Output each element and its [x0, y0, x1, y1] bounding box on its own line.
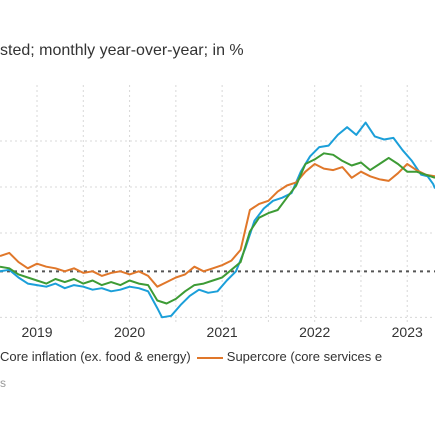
- x-tick-label: 2021: [207, 324, 238, 340]
- legend: Core inflation (ex. food & energy) Superc…: [0, 349, 382, 364]
- legend-item-core: Core inflation (ex. food & energy): [0, 349, 191, 364]
- x-tick-label: 2023: [392, 324, 423, 340]
- series-line-blue: [0, 121, 435, 319]
- source-note: s: [0, 376, 6, 390]
- legend-swatch-supercore: [196, 356, 223, 359]
- legend-item-supercore: Supercore (core services e: [226, 349, 383, 364]
- series-line-orange: [0, 163, 435, 288]
- x-tick-label: 2020: [114, 324, 145, 340]
- series-lines: [0, 121, 435, 319]
- chart-subtitle: sted; monthly year-over-year; in %: [0, 42, 244, 59]
- x-axis-tick-labels: 2019 2020 2021 2022 2023: [21, 324, 423, 340]
- x-tick-label: 2019: [21, 324, 52, 340]
- x-tick-label: 2022: [299, 324, 330, 340]
- series-line-green: [0, 152, 435, 305]
